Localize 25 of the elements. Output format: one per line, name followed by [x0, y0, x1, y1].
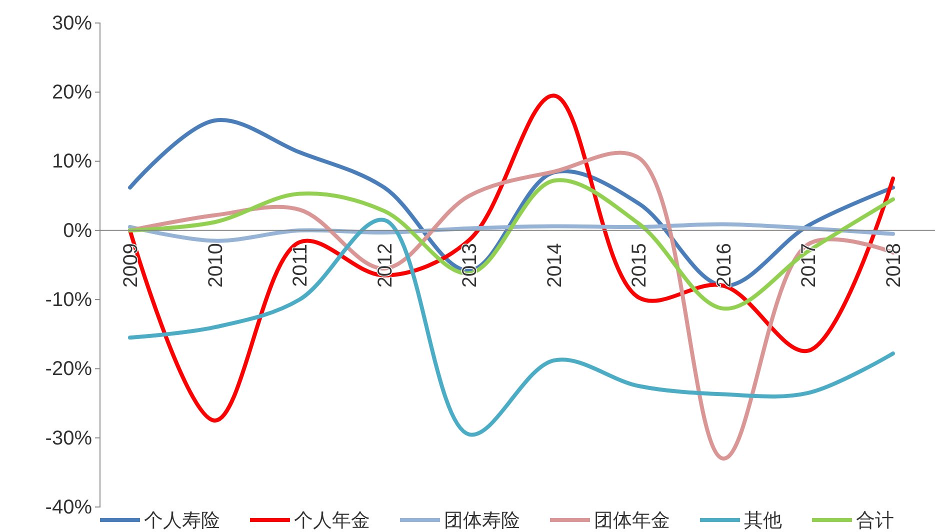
legend-label: 其他 [744, 510, 782, 532]
y-tick-label: 30% [52, 12, 92, 34]
x-tick-label: 2011 [290, 244, 312, 287]
x-tick-label: 2010 [204, 243, 227, 288]
x-tick-label: 2016 [713, 243, 736, 288]
x-tick-label: 2018 [883, 243, 905, 288]
y-tick-label: -20% [45, 358, 92, 380]
y-tick-label: -40% [45, 496, 92, 518]
x-tick-label: 2015 [628, 243, 651, 288]
y-tick-label: -10% [45, 288, 92, 311]
x-tick-label: 2014 [544, 243, 566, 288]
x-tick-label: 2013 [459, 243, 482, 288]
x-tick-label: 2017 [798, 243, 820, 288]
legend-label: 合计 [856, 510, 894, 532]
legend-label: 个人年金 [294, 510, 370, 532]
y-tick-label: 10% [52, 150, 92, 173]
y-tick-label: 20% [52, 82, 92, 104]
legend-label: 个人寿险 [144, 510, 220, 532]
legend-label: 团体年金 [594, 510, 670, 532]
x-tick-label: 2012 [374, 243, 396, 288]
line-series [128, 222, 895, 243]
legend-label: 团体寿险 [444, 510, 520, 532]
x-tick-label: 2009 [120, 243, 142, 288]
y-tick-label: 0% [63, 220, 92, 242]
y-tick-label: -30% [45, 427, 92, 450]
